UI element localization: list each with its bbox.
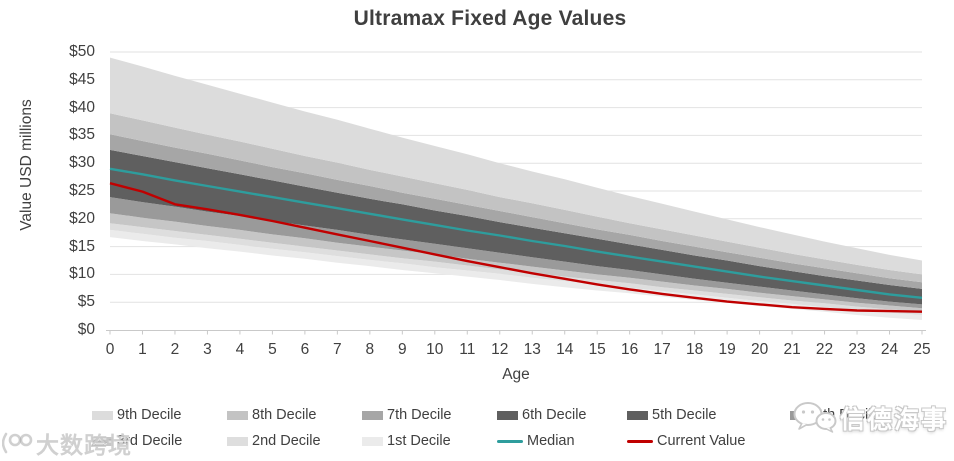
legend-item-3rd-decile: 3rd Decile (92, 432, 182, 450)
legend-swatch-1st-decile (362, 436, 383, 446)
legend-label: Current Value (657, 433, 746, 449)
band-4th-decile (110, 197, 922, 309)
legend-item-current-value: Current Value (627, 432, 745, 450)
band-6th-decile (110, 149, 922, 298)
watermark-right: 信德海事 (792, 400, 948, 436)
wechat-icon (793, 402, 837, 433)
legend-swatch-median (497, 439, 523, 443)
watermark-right-text: 信德海事 (840, 406, 949, 434)
legend-item-1st-decile: 1st Decile (362, 432, 451, 450)
legend-swatch-8th-decile (227, 410, 248, 420)
legend-label: 8th Decile (252, 407, 317, 423)
band-2nd-decile (110, 223, 922, 315)
band-3rd-decile (110, 213, 922, 312)
legend-label: 6th Decile (522, 407, 587, 423)
legend-swatch-7th-decile (362, 410, 383, 420)
legend-item-6th-decile: 6th Decile (497, 406, 586, 424)
median-line (109, 167, 923, 299)
legend-item-9th-decile: 9th Decile (92, 406, 181, 424)
legend-item-median: Median (497, 432, 575, 450)
band-8th-decile (110, 113, 922, 283)
legend-swatch-9th-decile (92, 410, 113, 420)
legend-item-5th-decile: 5th Decile (627, 406, 716, 424)
legend-label: 1st Decile (387, 433, 451, 449)
legend-item-2nd-decile: 2nd Decile (227, 432, 321, 450)
legend-label: 2nd Decile (252, 433, 321, 449)
legend-swatch-current-value (627, 439, 653, 443)
legend-swatch-5th-decile (627, 410, 648, 420)
legend-label: 3rd Decile (117, 433, 183, 449)
legend-swatch-3rd-decile (92, 436, 113, 446)
band-1st-decile (110, 229, 922, 320)
current-value-line (109, 182, 923, 313)
legend-swatch-6th-decile (497, 410, 518, 420)
watermark-left: 大数跨境 (2, 426, 132, 460)
chart-title: Ultramax Fixed Age Values (353, 7, 627, 30)
legend-label: 9th Decile (117, 407, 182, 423)
legend-label: 5th Decile (652, 407, 717, 423)
watermark-left-text: 大数跨境 (36, 432, 132, 458)
watermark-left-logo-icon (2, 432, 33, 454)
legend-label: 7th Decile (387, 407, 452, 423)
legend-swatch-2nd-decile (227, 436, 248, 446)
band-7th-decile (110, 134, 922, 289)
legend-item-7th-decile: 7th Decile (362, 406, 451, 424)
legend-label: Median (527, 433, 575, 449)
legend-item-8th-decile: 8th Decile (227, 406, 316, 424)
band-9th-decile (110, 57, 922, 275)
